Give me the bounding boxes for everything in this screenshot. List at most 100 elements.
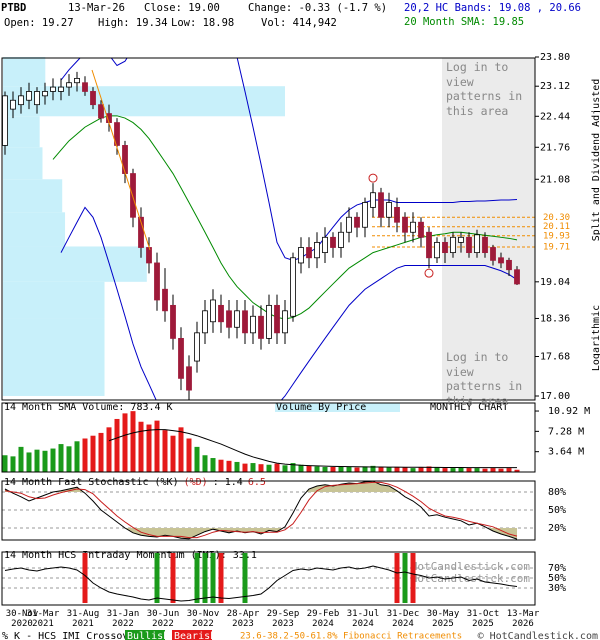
- volume-bar: [218, 459, 224, 472]
- pattern-circle: [368, 173, 378, 183]
- volume-bar: [290, 463, 296, 472]
- y-tick-label: 22.44: [540, 111, 570, 122]
- volume-bar: [322, 466, 328, 472]
- crossover-bar: [170, 553, 176, 603]
- volume-bar: [458, 467, 464, 472]
- x-tick-label: 29-Sep 2023: [266, 609, 300, 629]
- candle-body: [130, 173, 136, 218]
- open: Open: 19.27: [4, 17, 74, 29]
- volume: Vol: 414,942: [261, 17, 337, 29]
- volume-bar: [34, 449, 40, 472]
- volume-by-price-bar: [3, 116, 40, 148]
- volume-bar: [50, 448, 56, 472]
- volume-bar: [402, 467, 408, 472]
- locked-note: Log in to view patterns in this area: [446, 60, 523, 118]
- candle-body: [426, 231, 432, 259]
- candle-body: [74, 77, 80, 84]
- crossover-bar: [402, 553, 408, 603]
- y-tick-label: 50%: [548, 505, 566, 516]
- close: Close: 19.00: [144, 2, 220, 14]
- title-part: 14 Month Fast Stochastic (%K): [4, 477, 179, 488]
- x-tick-label: 31-Dec 2024: [386, 609, 420, 629]
- candle-body: [210, 299, 216, 323]
- candle-body: [354, 216, 360, 228]
- crossover-bar: [242, 553, 248, 603]
- volume-by-price-bar: [3, 318, 105, 357]
- indicator-line: [4, 481, 518, 539]
- volume-bar: [114, 418, 120, 472]
- volume-bar: [370, 465, 376, 472]
- volume-bar: [98, 432, 104, 472]
- candle-body: [266, 304, 272, 339]
- crossover-bar: [194, 553, 200, 603]
- bullish-label: Bullish: [127, 631, 169, 640]
- bullish-swatch: [125, 630, 165, 640]
- title-part: (%D): [184, 477, 208, 488]
- y-tick-label: 23.12: [540, 81, 570, 92]
- volume-bar: [426, 466, 432, 472]
- volume-bar: [346, 466, 352, 472]
- low: Low: 18.98: [171, 17, 234, 29]
- volume-bar: [450, 468, 456, 472]
- candle-body: [418, 221, 424, 238]
- volume-by-price-bar: [3, 86, 285, 117]
- crossover-bar: [394, 553, 400, 603]
- imi-frame: [1, 551, 536, 606]
- volume-bar: [58, 444, 64, 472]
- volume-bar: [74, 441, 80, 472]
- bearish-label: Bearish: [174, 631, 216, 640]
- candle-body: [154, 262, 160, 301]
- candle-body: [466, 236, 472, 254]
- y-tick-label: 18.36: [540, 313, 570, 324]
- y-tick-label: 21.76: [540, 142, 570, 153]
- volume-bar: [82, 438, 88, 472]
- volume-by-price-bar: [3, 356, 105, 396]
- candle-body: [34, 91, 40, 106]
- candle-body: [258, 315, 264, 339]
- candle-body: [450, 236, 456, 254]
- fib-label: 19.93: [543, 231, 570, 241]
- x-tick-label: 30-Jun 2022: [146, 609, 180, 629]
- fibonacci-label: 23.6-38.2-50-61.8% Fibonacci Retracement…: [240, 632, 462, 640]
- volume-bar: [378, 466, 384, 472]
- volume-bar: [186, 438, 192, 472]
- candle-body: [26, 91, 32, 101]
- y-tick-label: 30%: [548, 583, 566, 594]
- volume-bar: [162, 430, 168, 472]
- indicator-line: [4, 480, 518, 540]
- candle-body: [122, 145, 128, 174]
- candle-body: [322, 236, 328, 254]
- x-tick-label: 31-Jan 2022: [106, 609, 140, 629]
- indicator-line: [4, 565, 518, 602]
- volume-bar: [506, 468, 512, 472]
- plot-layer: 17.00 17.68 18.36 19.04 21.08 21.76 22.44 23.12…: [2, 52, 590, 603]
- volume-bar: [178, 427, 184, 472]
- volume-bar: [490, 468, 496, 472]
- volume-bar: [194, 446, 200, 472]
- bands-legend: 20,2 HC Bands: 19.08 , 20.66: [404, 2, 581, 14]
- panel-title: 14 Month Fast Stochastic (%K) (%D): 1.4 6.…: [4, 477, 266, 488]
- y-tick-label: 80%: [548, 487, 566, 498]
- crossover-bar: [218, 553, 224, 603]
- volume-bar: [250, 463, 256, 472]
- candle-body: [482, 236, 488, 254]
- title-part: : 1.4: [213, 477, 243, 488]
- candle-body: [314, 241, 320, 259]
- volume-bar: [242, 463, 248, 472]
- locked-area: [442, 58, 535, 400]
- candle-body: [274, 304, 280, 334]
- locked-note: Log in to view patterns in this area: [446, 350, 523, 408]
- candle-body: [138, 216, 144, 248]
- volume-bar: [282, 465, 288, 472]
- candle-body: [226, 310, 232, 328]
- fib-label: 19.71: [543, 242, 570, 252]
- volume-by-price-bar: [3, 246, 147, 282]
- x-tick-label: 13-Mar 2026: [506, 609, 540, 629]
- volume-bar: [10, 456, 16, 472]
- high: High: 19.34: [98, 17, 168, 29]
- y-tick-label: 23.80: [540, 52, 570, 63]
- candle-body: [82, 82, 88, 92]
- x-tick-label: 29-Feb 2024: [306, 609, 340, 629]
- x-tick-label: 31-Aug 2021: [66, 609, 100, 629]
- volume-bar: [258, 464, 264, 472]
